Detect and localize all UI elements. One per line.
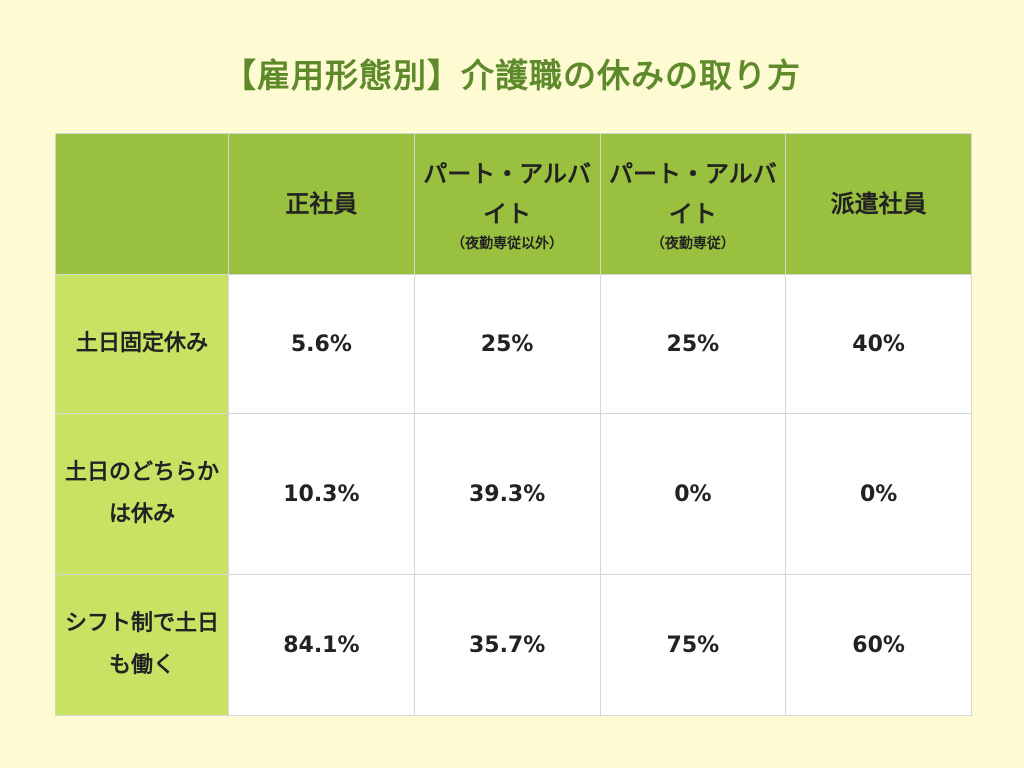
- table-cell: 25%: [413, 274, 601, 414]
- row-header: 土日固定休み: [55, 274, 229, 414]
- table-cell: 40%: [785, 274, 972, 414]
- table-cell: 0%: [599, 413, 787, 575]
- table-cell: 10.3%: [228, 413, 415, 575]
- corner-header-cell: [55, 133, 229, 275]
- table-cell: 35.7%: [413, 574, 601, 716]
- table-cell: 5.6%: [228, 274, 415, 414]
- column-header: 正社員: [228, 133, 415, 275]
- column-header: 派遣社員: [785, 133, 972, 275]
- data-table: 正社員 パート・アルバイト （夜勤専従以外） パート・アルバイト （夜勤専従） …: [55, 133, 972, 716]
- table-cell: 84.1%: [228, 574, 415, 716]
- column-header-label: パート・アルバイト: [608, 160, 777, 228]
- column-header-label: 正社員: [285, 190, 358, 218]
- row-header: 土日のどちらかは休み: [55, 413, 229, 575]
- column-header-sublabel: （夜勤専従以外）: [451, 236, 564, 252]
- table-row: 土日固定休み 5.6% 25% 25% 40%: [55, 274, 972, 414]
- column-header-label: 派遣社員: [830, 190, 927, 218]
- column-header-sublabel: （夜勤専従）: [650, 236, 735, 252]
- table-header-row: 正社員 パート・アルバイト （夜勤専従以外） パート・アルバイト （夜勤専従） …: [55, 133, 972, 275]
- table-cell: 25%: [599, 274, 787, 414]
- table-cell: 39.3%: [413, 413, 601, 575]
- row-header: シフト制で土日も働く: [55, 574, 229, 716]
- table-cell: 0%: [785, 413, 972, 575]
- column-header: パート・アルバイト （夜勤専従以外）: [413, 133, 601, 275]
- table-row: シフト制で土日も働く 84.1% 35.7% 75% 60%: [55, 574, 972, 716]
- table-row: 土日のどちらかは休み 10.3% 39.3% 0% 0%: [55, 413, 972, 575]
- column-header: パート・アルバイト （夜勤専従）: [599, 133, 787, 275]
- page-title: 【雇用形態別】介護職の休みの取り方: [223, 56, 801, 95]
- table-cell: 60%: [785, 574, 972, 716]
- table-cell: 75%: [599, 574, 787, 716]
- column-header-label: パート・アルバイト: [423, 160, 591, 228]
